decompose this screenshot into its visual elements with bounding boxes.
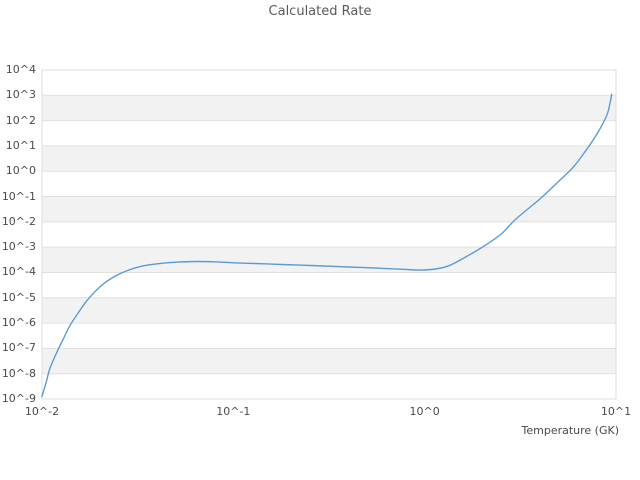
- y-tick-label: 10^-4: [1, 265, 36, 279]
- y-tick-label: 10^-2: [1, 214, 36, 228]
- y-tick-label: 10^4: [5, 63, 36, 76]
- y-tick-label: 10^0: [5, 164, 36, 178]
- decade-band: [42, 348, 616, 374]
- y-tick-label: 10^-5: [1, 290, 36, 304]
- x-tick-label: 10^-2: [24, 405, 60, 418]
- chart-title: Calculated Rate: [268, 4, 372, 19]
- rate-curve-line: [41, 93, 613, 398]
- x-axis-title: Temperature (GK): [521, 424, 620, 437]
- decade-band: [42, 196, 616, 222]
- x-tick-label: 10^0: [409, 405, 440, 418]
- y-tick-label: 10^-6: [1, 316, 36, 330]
- decade-band: [42, 145, 616, 172]
- decade-band: [42, 297, 616, 324]
- plot-border: [41, 69, 617, 400]
- y-tick-label: 10^-9: [1, 392, 36, 405]
- y-tick-label: 10^2: [5, 113, 36, 127]
- decade-band: [42, 247, 616, 273]
- y-tick-label: 10^-7: [1, 341, 36, 355]
- x-tick-label: 10^-1: [216, 405, 251, 418]
- y-tick-label: 10^-8: [1, 366, 36, 380]
- x-tick-label: 10^1: [600, 405, 632, 418]
- y-tick-label: 10^-3: [1, 240, 36, 254]
- y-tick-label: 10^3: [5, 88, 36, 102]
- y-tick-label: 10^1: [5, 138, 36, 152]
- decade-band: [42, 95, 616, 121]
- y-tick-label: 10^-1: [1, 189, 36, 203]
